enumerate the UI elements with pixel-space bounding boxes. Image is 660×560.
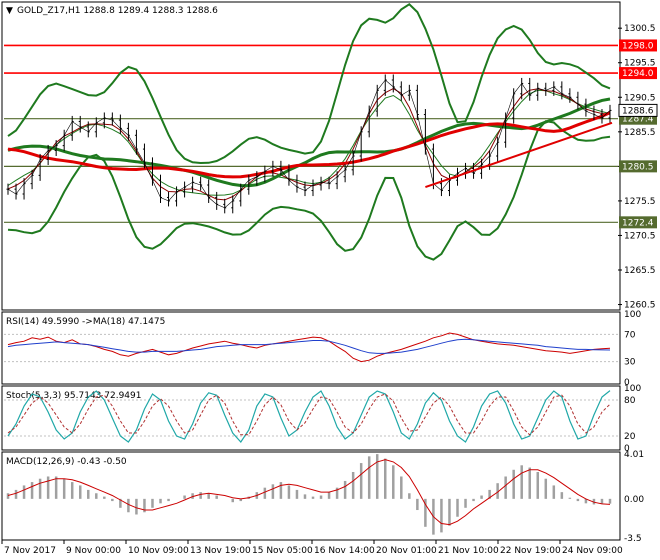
last-price-tag [618, 103, 658, 117]
time-tick-label: 24 Nov 09:00 [562, 546, 623, 556]
bollinger-middle [7, 89, 611, 196]
level-tag [619, 160, 657, 173]
chart-title: GOLD_Z17,H1 1288.8 1289.4 1288.3 1288.6 [17, 6, 218, 16]
time-tick-label: 22 Nov 19:00 [500, 546, 561, 556]
price-tick-label: 1295.5 [624, 59, 656, 69]
indicator-panels: RSI(14) 49.5990 ->MA(18) 47.1475 100 70 30 0… [4, 310, 644, 544]
price-tick-label: 1285.5 [624, 128, 656, 138]
indicator-tick-label: 70 [624, 330, 636, 340]
indicator-tick-label: 20 [624, 432, 636, 442]
level-tag [619, 67, 657, 80]
price-tick-label: 1275.5 [624, 197, 656, 207]
indicator-label: MACD(12,26,9) -0.43 -0.50 [6, 457, 127, 467]
indicator-tick-label: 0 [624, 444, 630, 454]
price-tick-label: 1290.5 [624, 93, 656, 103]
price-series [6, 74, 612, 214]
last-price-label: 1288.6 [622, 106, 654, 116]
bollinger-upper [7, 3, 611, 165]
rsi-ma-line [7, 338, 611, 354]
ma-fast [7, 88, 611, 201]
price-tick-label: 1265.5 [624, 266, 656, 276]
indicator-tick-label: 100 [624, 310, 641, 320]
time-tick-label: 7 Nov 2017 [4, 546, 56, 556]
indicator-label: Stoch(5,3,3) 95.7143 72.9491 [6, 391, 141, 401]
indicator-tick-label: 30 [624, 358, 636, 368]
time-tick-label: 15 Nov 05:00 [252, 546, 313, 556]
macd-panel-frame [1, 451, 621, 541]
level-tag-label: 1280.5 [622, 162, 654, 172]
trendline-red [425, 121, 613, 189]
price-tick-label: 1260.5 [624, 301, 656, 311]
time-tick-label: 9 Nov 00:00 [66, 546, 121, 556]
rsi-panel-frame [1, 311, 621, 385]
price-line [7, 79, 611, 209]
stoch-signal-line [7, 393, 611, 436]
level-tag [619, 216, 657, 229]
level-tag-label: 1272.4 [622, 218, 654, 228]
indicator-tick-label: -3.5 [624, 534, 642, 544]
level-tag [619, 39, 657, 52]
time-axis: 7 Nov 2017 9 Nov 00:00 10 Nov 09:00 13 Nov … [1, 540, 623, 556]
price-tick-label: 1270.5 [624, 231, 656, 241]
price-tick-label: 1300.5 [624, 24, 656, 34]
ma-slow-red [7, 111, 611, 179]
time-tick-label: 10 Nov 09:00 [128, 546, 189, 556]
stoch-main-line [7, 390, 611, 443]
rsi-line [7, 332, 611, 363]
time-tick-label: 21 Nov 10:00 [438, 546, 499, 556]
indicator-tick-label: 80 [624, 396, 636, 406]
macd-signal-line [7, 459, 611, 526]
time-tick-label: 16 Nov 14:00 [314, 546, 375, 556]
indicator-tick-label: 100 [624, 384, 641, 394]
indicator-tick-label: 0 [624, 378, 630, 388]
trendlines [425, 121, 613, 189]
time-tick-label: 13 Nov 19:00 [190, 546, 251, 556]
time-tick-label: 20 Nov 01:00 [376, 546, 437, 556]
ma-slow-green [7, 97, 611, 188]
level-tag-label: 1294.0 [622, 69, 654, 79]
level-tag-label: 1298.0 [622, 41, 654, 51]
level-tags: 1298.0 1294.0 1287.4 1280.5 1272.4 1288.6 [618, 39, 658, 229]
level-tag-label: 1287.4 [622, 115, 654, 125]
indicator-tick-label: 4.01 [624, 450, 644, 460]
indicator-label: RSI(14) 49.5990 ->MA(18) 47.1475 [6, 317, 165, 327]
moving-averages [7, 88, 611, 201]
indicator-tick-label: 0.00 [624, 495, 644, 505]
collapse-triangle-icon[interactable]: ▼ [6, 6, 13, 16]
